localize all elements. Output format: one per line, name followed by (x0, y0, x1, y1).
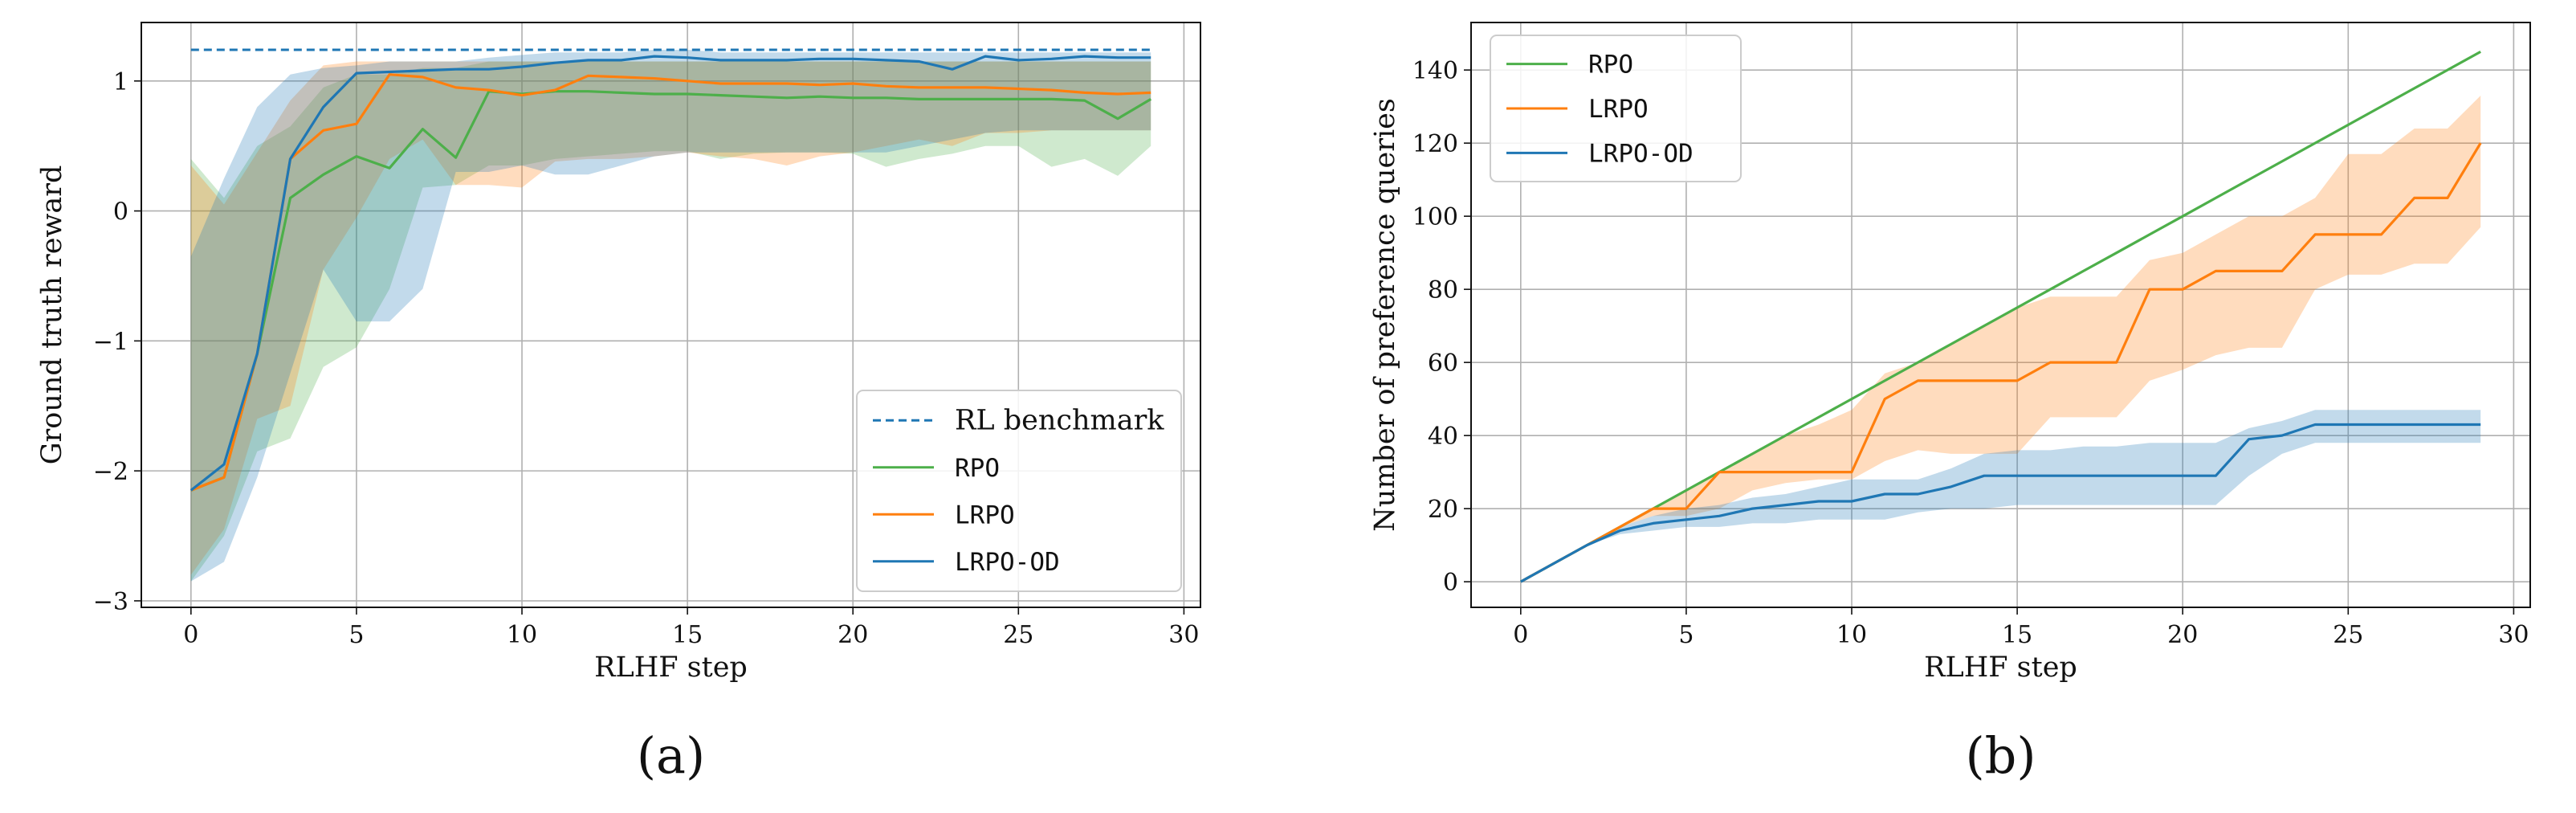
series-line-lrpo_od (1520, 423, 2481, 583)
y-tick-label: 0 (113, 198, 128, 227)
y-tick-label: 80 (1428, 276, 1458, 304)
band-lrpo_od (1520, 410, 2481, 582)
bands-a (190, 50, 1151, 582)
legend-label-lrpo_od: LRPO-OD (1588, 139, 1694, 168)
legend-box (1490, 35, 1742, 182)
band-rpo (190, 61, 1151, 582)
chart-panel-b: 0 5 10 15 20 25 30 0 20 40 60 80 100 120 140 RLHF step… (1369, 22, 2531, 785)
x-tick-label: 10 (1836, 621, 1867, 649)
lines-b (1520, 50, 2482, 583)
legend-b: RPO LRPO LRPO-OD (1490, 35, 1742, 182)
panel-label-a: (a) (637, 726, 705, 785)
panel-label-b: (b) (1965, 726, 2036, 785)
y-tick-label: −2 (93, 458, 128, 486)
chart-panel-a: 0 5 10 15 20 25 30 −3 −2 −1 0 1 RLHF step Ground tr… (36, 22, 1201, 785)
legend-label-benchmark: RL benchmark (955, 404, 1164, 436)
legend-label-lrpo: LRPO (1588, 95, 1649, 124)
series-line-rpo (1520, 50, 2481, 583)
series-line-rpo (190, 90, 1152, 492)
y-tick-label: 120 (1412, 130, 1458, 158)
ticks-a: 0 5 10 15 20 25 30 −3 −2 −1 0 1 (93, 68, 1200, 649)
x-axis-label-b: RLHF step (1924, 652, 2077, 684)
ticks-b: 0 5 10 15 20 25 30 0 20 40 60 80 100 120 140 (1412, 57, 2529, 649)
y-tick-label: −3 (93, 588, 128, 616)
x-axis-label-a: RLHF step (594, 652, 748, 684)
legend-label-rpo: RPO (1588, 51, 1633, 80)
x-tick-label: 25 (2333, 621, 2363, 649)
plot-frame-a (141, 22, 1201, 608)
band-lrpo (190, 61, 1151, 575)
x-tick-label: 25 (1003, 621, 1033, 649)
y-axis-label-b: Number of preference queries (1369, 98, 1401, 532)
x-tick-label: 0 (1513, 621, 1528, 649)
x-tick-label: 30 (2498, 621, 2529, 649)
series-line-lrpo (1520, 142, 2482, 583)
y-tick-label: 20 (1428, 496, 1458, 524)
x-tick-label: 10 (507, 621, 537, 649)
x-tick-label: 0 (183, 621, 198, 649)
bands-b (1520, 96, 2481, 582)
y-axis-label-a: Ground truth reward (36, 165, 68, 465)
y-tick-label: 60 (1428, 349, 1458, 378)
lines-a (190, 48, 1152, 492)
y-tick-label: 40 (1428, 423, 1458, 451)
x-tick-label: 5 (348, 621, 364, 649)
y-tick-label: 0 (1443, 569, 1458, 597)
legend-a: RL benchmark RPO LRPO LRPO-OD (856, 390, 1182, 592)
x-tick-label: 20 (2167, 621, 2198, 649)
x-tick-label: 20 (838, 621, 868, 649)
legend-label-lrpo_od: LRPO-OD (955, 548, 1060, 577)
series-line-lrpo_od (190, 55, 1151, 492)
series-line-lrpo (190, 73, 1151, 492)
x-tick-label: 5 (1678, 621, 1694, 649)
legend-label-lrpo: LRPO (955, 500, 1015, 529)
legend-box (856, 390, 1182, 592)
plot-frame-b (1470, 22, 2531, 608)
y-tick-label: 100 (1412, 203, 1458, 231)
y-tick-label: 1 (113, 68, 128, 96)
x-tick-label: 30 (1168, 621, 1199, 649)
x-tick-label: 15 (672, 621, 703, 649)
band-lrpo (1520, 96, 2481, 582)
x-tick-label: 15 (2002, 621, 2032, 649)
legend-label-rpo: RPO (955, 454, 1000, 483)
band-lrpo_od (190, 50, 1151, 582)
y-tick-label: 140 (1412, 57, 1458, 85)
y-tick-label: −1 (93, 328, 128, 356)
